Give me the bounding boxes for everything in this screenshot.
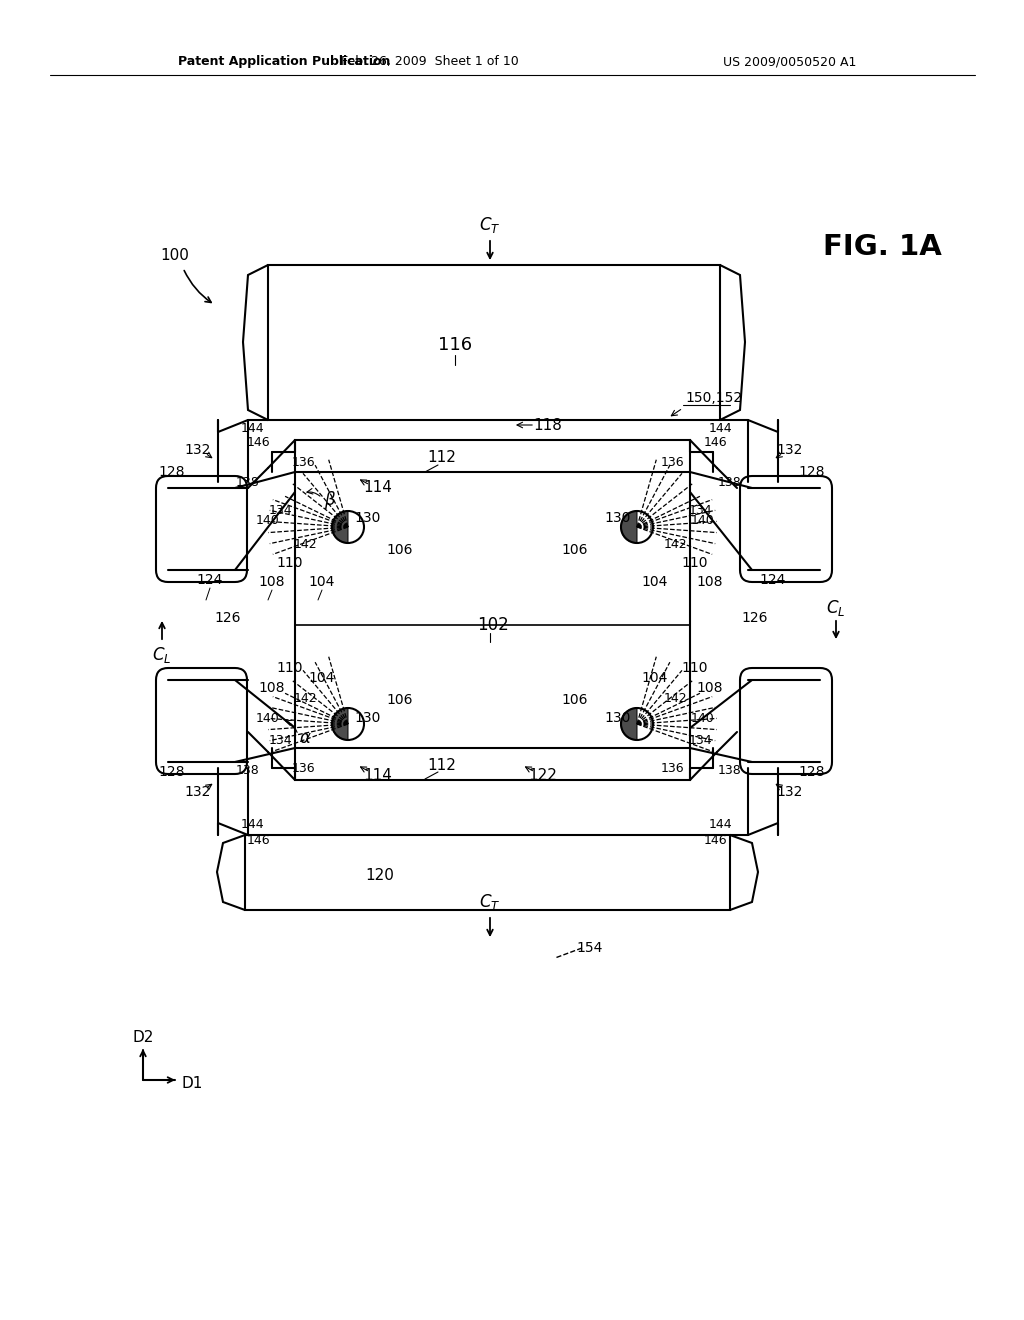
Text: 112: 112: [428, 758, 457, 772]
Text: 110: 110: [276, 556, 303, 570]
Bar: [295, 440, 690, 473]
Text: 108: 108: [696, 681, 723, 696]
FancyBboxPatch shape: [740, 477, 831, 582]
Text: 110: 110: [682, 661, 709, 675]
Text: 108: 108: [259, 576, 286, 589]
Text: US 2009/0050520 A1: US 2009/0050520 A1: [723, 55, 857, 69]
Text: 138: 138: [237, 477, 260, 490]
Text: 106: 106: [562, 693, 588, 708]
Text: 132: 132: [777, 785, 803, 799]
Text: 106: 106: [387, 693, 414, 708]
Text: 108: 108: [259, 681, 286, 696]
Text: 134: 134: [688, 503, 712, 516]
Text: 130: 130: [354, 711, 381, 725]
Polygon shape: [621, 708, 637, 741]
Text: 120: 120: [366, 867, 394, 883]
Text: 144: 144: [709, 818, 732, 832]
Text: 128: 128: [159, 465, 185, 479]
Text: 146: 146: [703, 833, 727, 846]
Text: 112: 112: [428, 450, 457, 466]
Polygon shape: [621, 511, 637, 543]
Text: 142: 142: [664, 539, 687, 552]
Text: 134: 134: [268, 503, 292, 516]
Text: 128: 128: [799, 766, 825, 779]
Text: $C_L$: $C_L$: [826, 598, 846, 618]
Text: D2: D2: [132, 1031, 154, 1045]
Text: 110: 110: [276, 661, 303, 675]
Text: 104: 104: [309, 671, 335, 685]
Text: D1: D1: [181, 1076, 203, 1090]
Text: 146: 146: [246, 833, 269, 846]
Polygon shape: [332, 708, 348, 741]
Text: 114: 114: [364, 767, 392, 783]
Text: 118: 118: [534, 417, 562, 433]
Text: 130: 130: [605, 711, 631, 725]
Text: 106: 106: [387, 543, 414, 557]
Text: 102: 102: [477, 616, 509, 634]
Text: 138: 138: [718, 477, 741, 490]
Text: $C_T$: $C_T$: [479, 215, 501, 235]
FancyBboxPatch shape: [740, 668, 831, 774]
Text: 122: 122: [528, 767, 557, 783]
Text: 124: 124: [197, 573, 223, 587]
Text: 142: 142: [664, 692, 687, 705]
Text: 146: 146: [703, 437, 727, 450]
Text: 100: 100: [161, 248, 189, 263]
Text: 132: 132: [777, 444, 803, 457]
FancyBboxPatch shape: [156, 477, 247, 582]
Text: 144: 144: [241, 818, 264, 832]
Text: 132: 132: [184, 444, 211, 457]
Bar: [295, 748, 690, 780]
Text: 128: 128: [799, 465, 825, 479]
Bar: [268, 265, 720, 420]
Text: 128: 128: [159, 766, 185, 779]
Bar: [245, 836, 730, 909]
Text: 138: 138: [718, 763, 741, 776]
Text: 136: 136: [291, 762, 314, 775]
Text: 142: 142: [293, 692, 316, 705]
Polygon shape: [332, 511, 348, 543]
Text: 130: 130: [354, 511, 381, 525]
Text: 114: 114: [364, 480, 392, 495]
Text: 136: 136: [291, 455, 314, 469]
Text: 144: 144: [709, 421, 732, 434]
Text: 136: 136: [660, 762, 684, 775]
Text: 124: 124: [760, 573, 786, 587]
Text: $C_L$: $C_L$: [153, 645, 172, 665]
Text: 104: 104: [642, 671, 669, 685]
Text: 126: 126: [215, 611, 242, 624]
Text: 154: 154: [577, 941, 603, 954]
Text: 134: 134: [268, 734, 292, 747]
Text: 140: 140: [691, 711, 715, 725]
Text: Feb. 26, 2009  Sheet 1 of 10: Feb. 26, 2009 Sheet 1 of 10: [341, 55, 519, 69]
Text: 110: 110: [682, 556, 709, 570]
Text: $\beta$: $\beta$: [324, 488, 336, 511]
Text: 126: 126: [741, 611, 768, 624]
Text: 140: 140: [256, 711, 280, 725]
Text: 132: 132: [184, 785, 211, 799]
Text: 106: 106: [562, 543, 588, 557]
Text: 134: 134: [688, 734, 712, 747]
Text: FIG. 1A: FIG. 1A: [822, 234, 941, 261]
FancyBboxPatch shape: [156, 668, 247, 774]
Text: 104: 104: [642, 576, 669, 589]
Text: 130: 130: [605, 511, 631, 525]
Text: 142: 142: [293, 539, 316, 552]
Text: 140: 140: [256, 513, 280, 527]
Text: 136: 136: [660, 455, 684, 469]
Text: 144: 144: [241, 421, 264, 434]
Text: 138: 138: [237, 763, 260, 776]
Text: 108: 108: [696, 576, 723, 589]
Text: 146: 146: [246, 437, 269, 450]
Text: 140: 140: [691, 513, 715, 527]
Text: 104: 104: [309, 576, 335, 589]
Text: $\alpha$: $\alpha$: [299, 729, 311, 747]
Text: 150,152: 150,152: [685, 391, 742, 405]
Text: Patent Application Publication: Patent Application Publication: [178, 55, 390, 69]
Text: $C_T$: $C_T$: [479, 892, 501, 912]
Text: 116: 116: [438, 337, 472, 354]
